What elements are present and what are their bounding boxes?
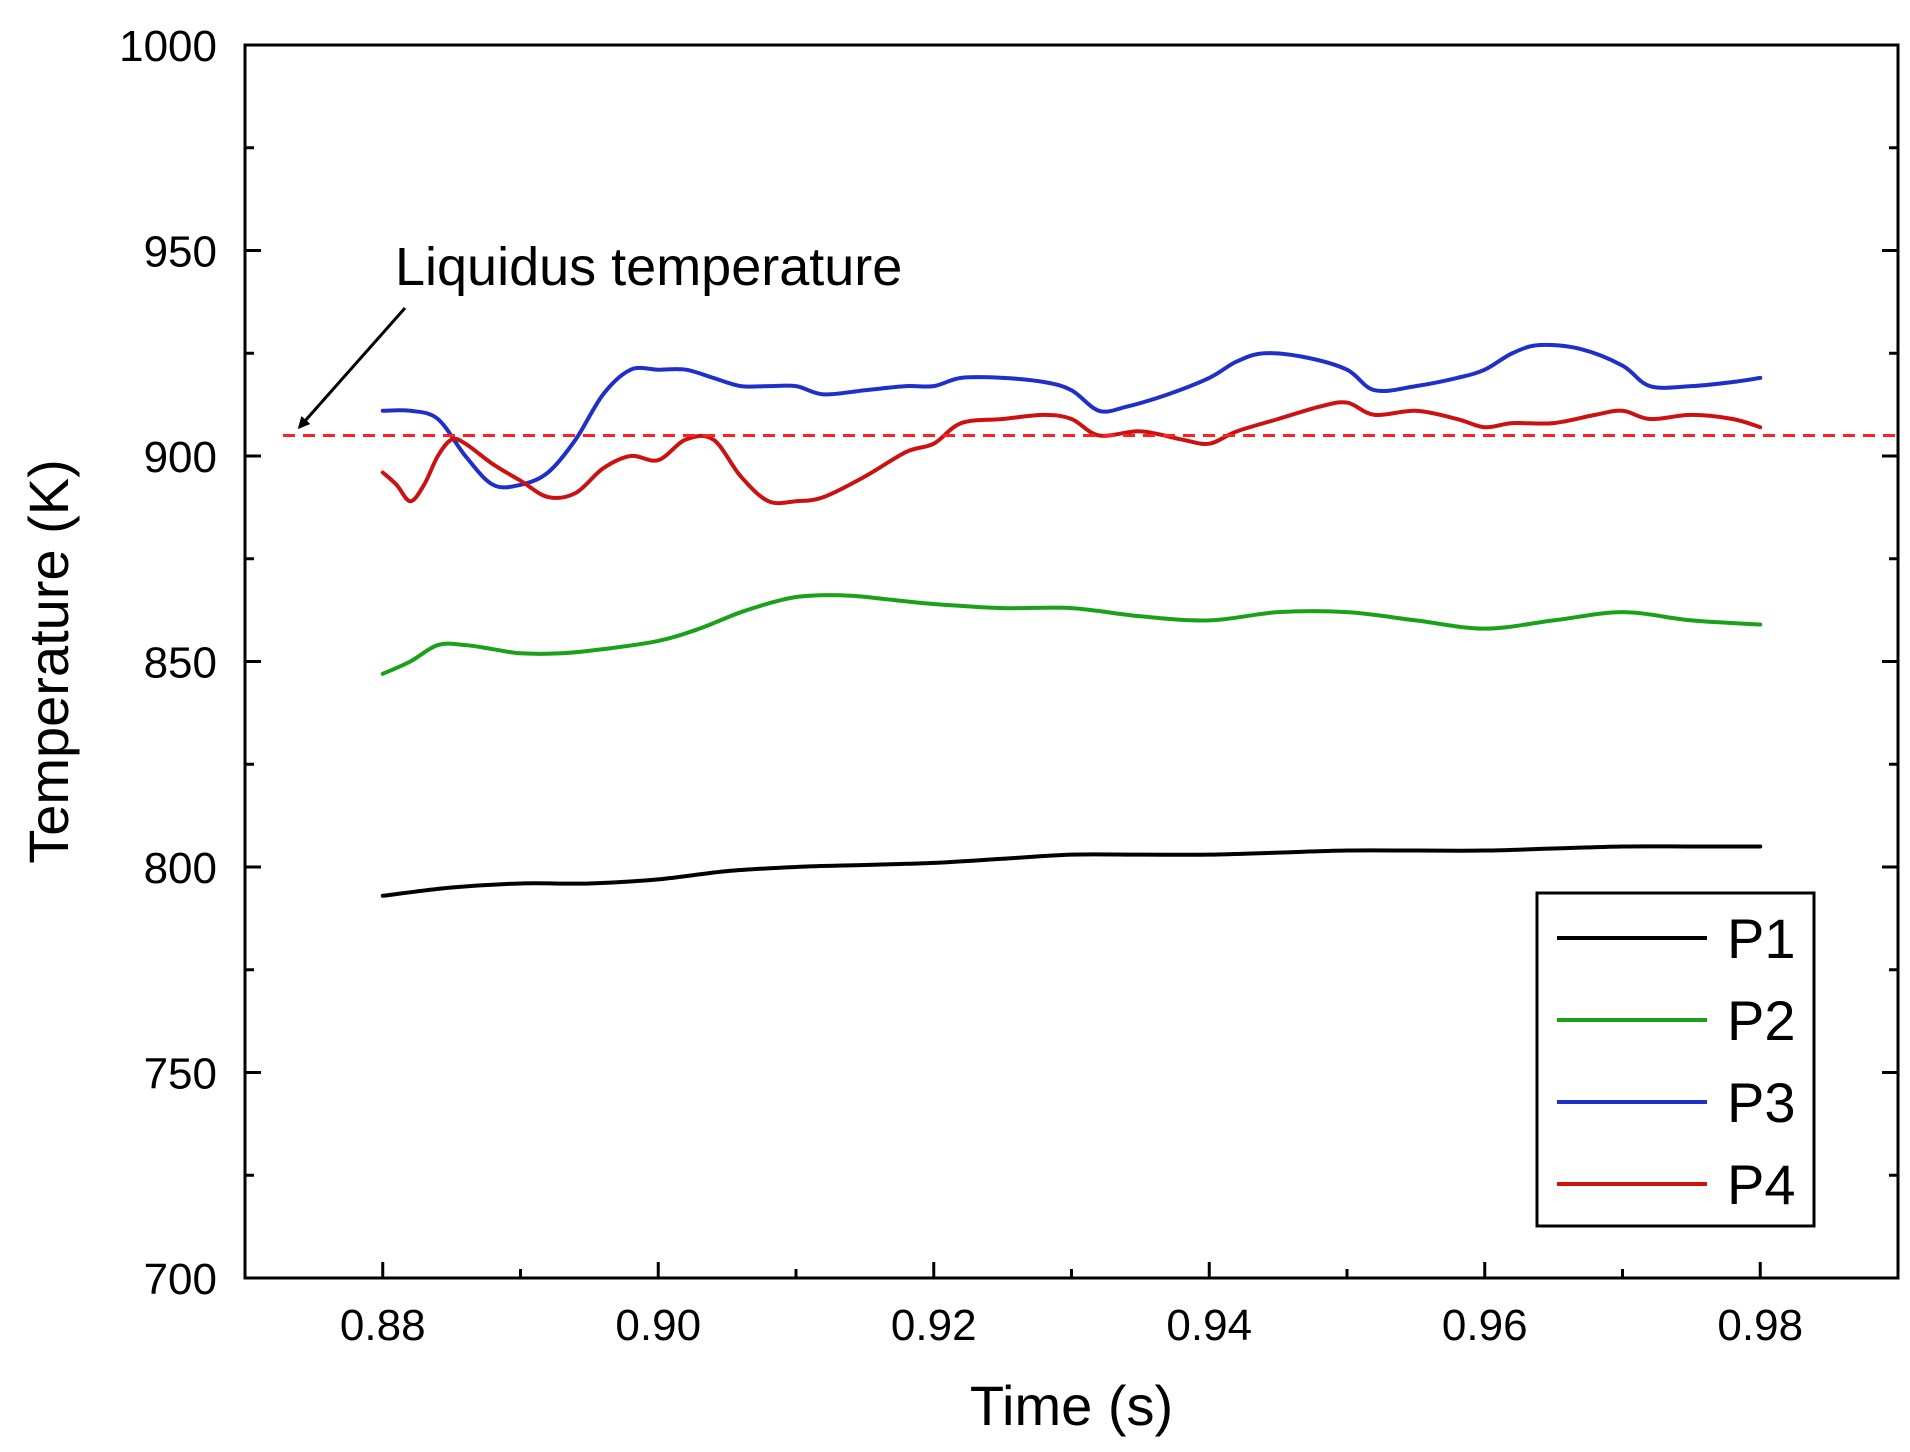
legend-label-p4: P4	[1727, 1153, 1796, 1216]
annotation-liquidus-temperature: Liquidus temperature	[395, 237, 902, 297]
x-tick-label: 0.88	[340, 1301, 426, 1350]
legend: P1 P2 P3 P4	[1535, 891, 1816, 1228]
y-tick-label: 950	[144, 228, 217, 277]
y-tick-label: 850	[144, 639, 217, 688]
series-line-p4	[380, 400, 1763, 506]
series-line-p1	[380, 844, 1763, 898]
y-tick-label: 900	[144, 433, 217, 482]
y-tick-label: 750	[144, 1050, 217, 1099]
legend-box	[1535, 891, 1816, 1228]
y-axis-ticks: 700 750 800 850 900 950 1000	[119, 22, 1898, 1304]
y-axis-title: Temperature (K)	[17, 459, 80, 864]
x-tick-label: 0.90	[615, 1301, 701, 1350]
x-axis-title: Time (s)	[970, 1374, 1173, 1437]
x-tick-label: 0.96	[1442, 1301, 1528, 1350]
x-tick-label: 0.98	[1717, 1301, 1803, 1350]
y-tick-label: 800	[144, 844, 217, 893]
series-line-p2	[380, 593, 1763, 676]
legend-label-p1: P1	[1727, 907, 1796, 970]
x-tick-label: 0.92	[891, 1301, 977, 1350]
series-layer	[380, 342, 1763, 898]
annotation-arrow	[297, 307, 407, 429]
series-line-p3	[380, 342, 1763, 490]
y-tick-label: 1000	[119, 22, 217, 71]
y-tick-label: 700	[144, 1255, 217, 1304]
legend-label-p3: P3	[1727, 1071, 1796, 1134]
x-tick-label: 0.94	[1166, 1301, 1252, 1350]
x-axis-ticks: 0.88 0.90 0.92 0.94 0.96 0.98	[243, 1262, 1900, 1350]
legend-label-p2: P2	[1727, 989, 1796, 1052]
